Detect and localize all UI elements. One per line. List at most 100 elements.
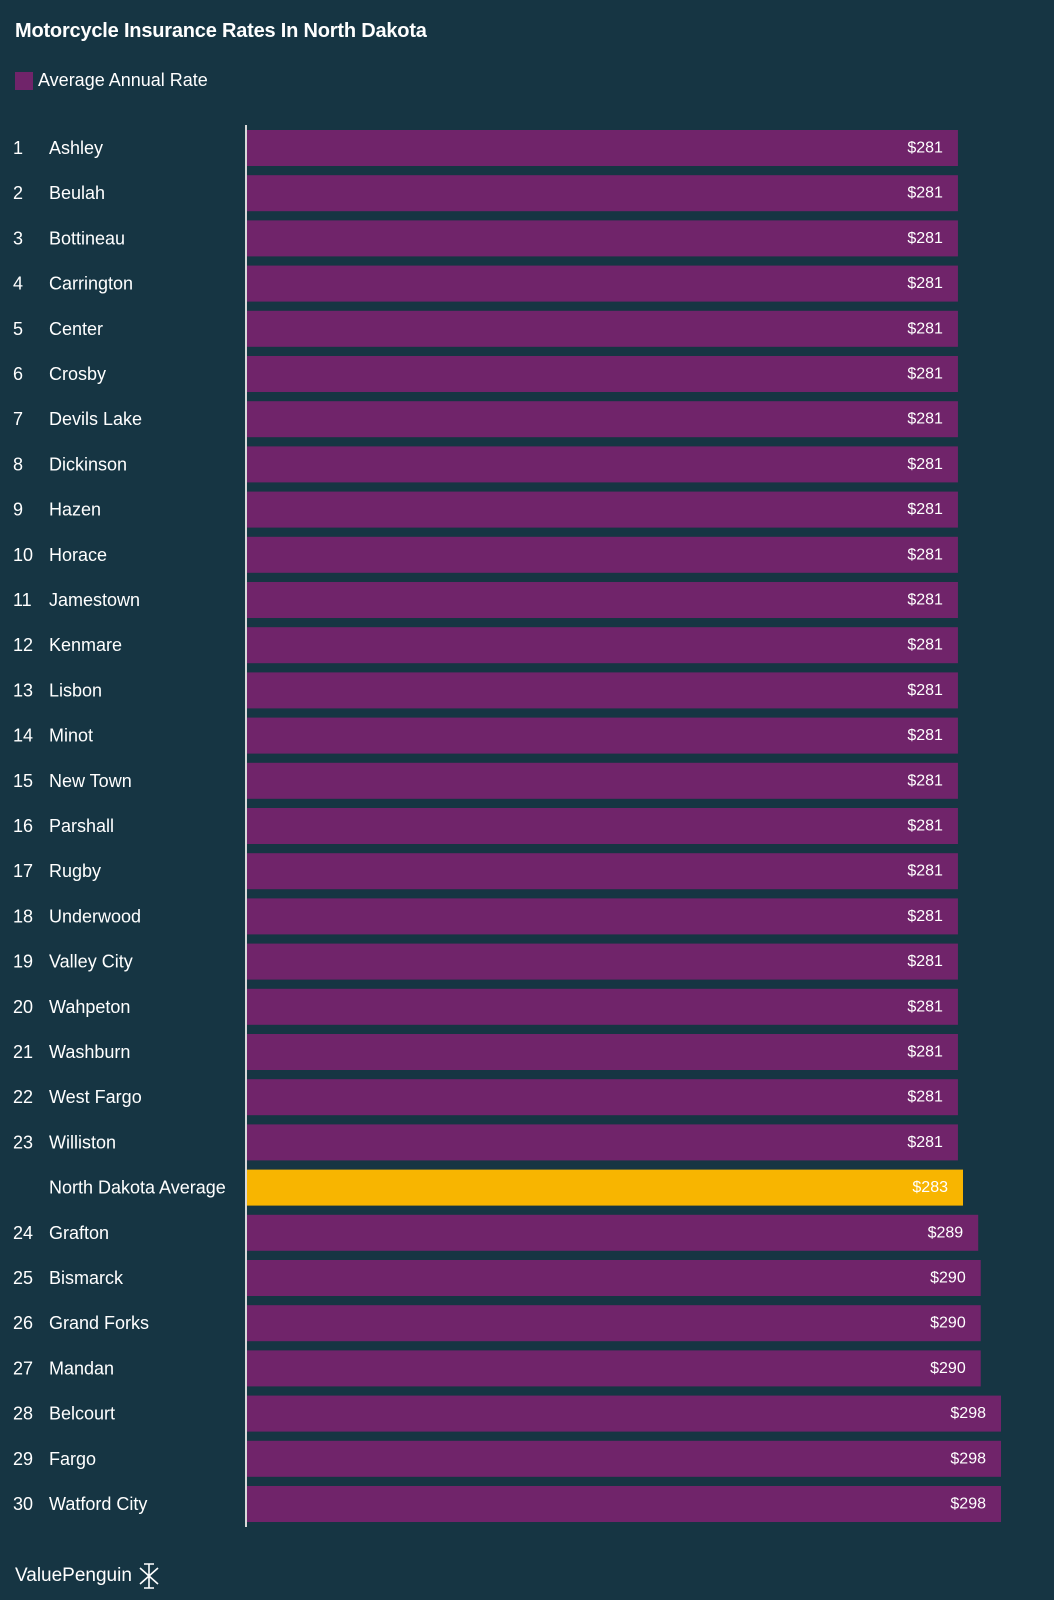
- category-label: Dickinson: [49, 454, 127, 474]
- data-label: $290: [930, 1270, 966, 1287]
- bar: [246, 672, 958, 709]
- category-label: Mandan: [49, 1358, 114, 1378]
- rank-label: 6: [13, 364, 23, 384]
- rank-label: 29: [13, 1449, 33, 1469]
- category-label: New Town: [49, 771, 132, 791]
- chart-title: Motorcycle Insurance Rates In North Dako…: [15, 20, 427, 42]
- rank-label: 1: [13, 138, 23, 158]
- data-label: $290: [930, 1315, 966, 1332]
- rank-label: 8: [13, 454, 23, 474]
- bar: [246, 1079, 958, 1116]
- bar: [246, 220, 958, 257]
- data-label: $281: [907, 727, 943, 744]
- data-label: $298: [950, 1405, 986, 1422]
- rank-label: 24: [13, 1223, 33, 1243]
- data-label: $281: [907, 908, 943, 925]
- rank-label: 2: [13, 183, 23, 203]
- footer-brand: ValuePenguin: [15, 1562, 162, 1590]
- category-label: Carrington: [49, 274, 133, 294]
- data-label: $281: [907, 592, 943, 609]
- category-label: Washburn: [49, 1042, 130, 1062]
- data-label: $281: [907, 637, 943, 654]
- rank-label: 11: [13, 590, 32, 610]
- bar: [246, 808, 958, 844]
- rank-label: 3: [13, 228, 23, 248]
- data-label: $281: [907, 185, 943, 202]
- rank-label: 17: [13, 861, 33, 881]
- rank-label: 14: [13, 726, 33, 746]
- category-label: Bismarck: [49, 1268, 124, 1288]
- category-label: Valley City: [49, 952, 133, 972]
- rank-label: 12: [13, 635, 33, 655]
- category-label: Grafton: [49, 1223, 109, 1243]
- category-label: Beulah: [49, 183, 105, 203]
- rank-label: 27: [13, 1358, 33, 1378]
- category-label: Fargo: [49, 1449, 96, 1469]
- rank-label: 22: [13, 1087, 33, 1107]
- bar: [246, 1305, 981, 1342]
- data-label: $289: [928, 1224, 964, 1241]
- bar: [246, 175, 958, 212]
- rank-label: 16: [13, 816, 33, 836]
- rank-label: 23: [13, 1132, 33, 1152]
- data-label: $281: [907, 230, 943, 247]
- rank-label: 25: [13, 1268, 33, 1288]
- data-label: $298: [950, 1450, 986, 1467]
- data-label: $281: [907, 772, 943, 789]
- category-label: Jamestown: [49, 590, 140, 610]
- bar: [246, 446, 958, 483]
- category-label: Ashley: [49, 138, 103, 158]
- rank-label: 4: [13, 274, 23, 294]
- data-label: $281: [907, 682, 943, 699]
- data-label: $281: [907, 140, 943, 157]
- data-label: $281: [907, 501, 943, 518]
- rank-label: 18: [13, 906, 33, 926]
- category-label: Minot: [49, 726, 93, 746]
- data-label: $281: [907, 546, 943, 563]
- rank-label: 5: [13, 319, 23, 339]
- bar: [246, 1350, 981, 1387]
- rank-label: 21: [13, 1042, 33, 1062]
- bar: [246, 582, 958, 618]
- data-label: $281: [907, 411, 943, 428]
- brand-name: ValuePenguin: [15, 1565, 132, 1586]
- bar: [246, 1214, 979, 1251]
- bar: [246, 717, 958, 754]
- data-label: $281: [907, 1134, 943, 1151]
- category-label: Hazen: [49, 500, 101, 520]
- category-label: Kenmare: [49, 635, 122, 655]
- bar: [246, 943, 958, 980]
- data-label: $281: [907, 275, 943, 292]
- bar: [246, 491, 958, 528]
- bar: [246, 356, 958, 392]
- bar: [246, 536, 958, 573]
- bar: [246, 988, 958, 1025]
- legend: Average Annual Rate: [15, 70, 208, 91]
- bar: [246, 1395, 1001, 1432]
- bar-chart: 1 Ashley $281 2 Beulah $281 3 Bottineau $281 4 Car…: [13, 125, 1001, 1527]
- category-label: Bottineau: [49, 228, 125, 248]
- data-label: $290: [930, 1360, 966, 1377]
- rank-label: 7: [13, 409, 23, 429]
- category-label: Wahpeton: [49, 997, 130, 1017]
- category-label: Rugby: [49, 861, 101, 881]
- data-label: $281: [907, 1044, 943, 1061]
- data-label: $281: [907, 818, 943, 835]
- data-label: $281: [907, 366, 943, 383]
- bar: [246, 1169, 963, 1206]
- rank-label: 13: [13, 680, 33, 700]
- bar: [246, 401, 958, 438]
- legend-label: Average Annual Rate: [38, 70, 208, 90]
- valuepenguin-logo-icon: [139, 1563, 159, 1589]
- data-label: $281: [907, 998, 943, 1015]
- data-label: $281: [907, 456, 943, 473]
- data-label: $281: [907, 863, 943, 880]
- bar: [246, 1124, 958, 1161]
- category-label: West Fargo: [49, 1087, 142, 1107]
- bar: [246, 1260, 981, 1296]
- bar: [246, 627, 958, 664]
- rank-label: 28: [13, 1404, 33, 1424]
- category-label: Belcourt: [49, 1404, 115, 1424]
- bar: [246, 1486, 1001, 1522]
- category-label: Underwood: [49, 906, 141, 926]
